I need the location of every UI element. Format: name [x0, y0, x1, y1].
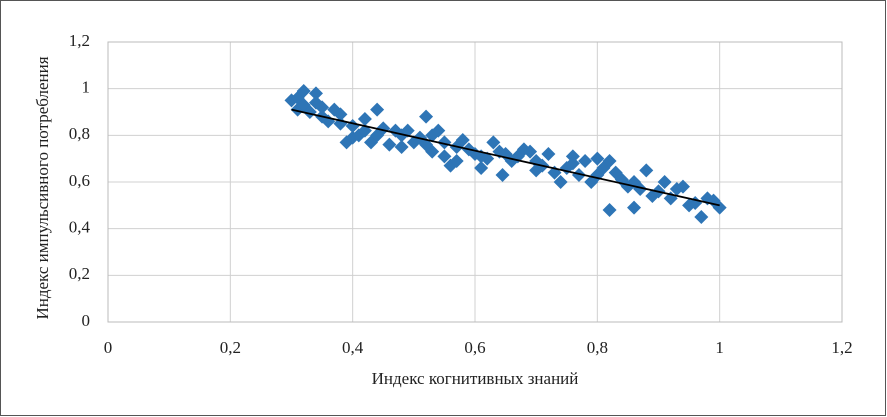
point: [315, 100, 330, 115]
point: [480, 151, 495, 166]
point: [657, 175, 672, 189]
x-tick-label: 0,6: [464, 338, 485, 357]
point: [571, 168, 586, 182]
y-tick-label: 1,2: [69, 31, 90, 50]
y-tick-label: 0,4: [69, 218, 91, 237]
point: [419, 109, 434, 124]
point: [431, 123, 446, 138]
trendline: [291, 108, 720, 207]
point: [541, 147, 556, 161]
x-tick-label: 1: [715, 338, 724, 357]
point: [633, 182, 648, 196]
point: [694, 210, 709, 224]
x-tick-label: 1,2: [831, 338, 852, 357]
point: [357, 123, 372, 138]
point: [437, 135, 452, 150]
point: [565, 156, 580, 171]
point: [523, 144, 538, 159]
point: [382, 137, 397, 152]
point: [675, 179, 690, 194]
point: [553, 175, 568, 189]
y-tick-label: 0,8: [69, 124, 90, 143]
point: [333, 107, 348, 122]
y-tick-label: 1: [82, 78, 91, 97]
x-tick-label: 0,8: [587, 338, 608, 357]
point: [495, 168, 510, 182]
point: [474, 161, 489, 175]
plot-border: [107, 41, 843, 323]
point: [602, 203, 617, 217]
point: [602, 154, 617, 168]
point: [455, 133, 470, 147]
point: [425, 144, 440, 159]
x-tick-label: 0,2: [220, 338, 241, 357]
point: [308, 86, 323, 101]
point: [639, 163, 654, 178]
point: [627, 200, 642, 215]
point: [590, 151, 605, 166]
point: [302, 105, 317, 119]
x-tick-label: 0,4: [342, 338, 364, 357]
y-tick-label: 0,2: [69, 264, 90, 283]
point: [486, 135, 501, 150]
point: [394, 140, 409, 154]
point: [578, 154, 593, 168]
point: [357, 112, 372, 126]
x-axis-title: Индекс когнитивных знаний: [372, 369, 579, 388]
point: [449, 154, 464, 168]
point: [370, 102, 385, 117]
y-tick-label: 0,6: [69, 171, 90, 190]
x-tick-label: 0: [104, 338, 113, 357]
y-tick-label: 0: [82, 311, 91, 330]
point: [296, 84, 311, 98]
y-axis-title: Индекс импульсивного потребления: [33, 56, 52, 319]
point: [437, 149, 452, 164]
